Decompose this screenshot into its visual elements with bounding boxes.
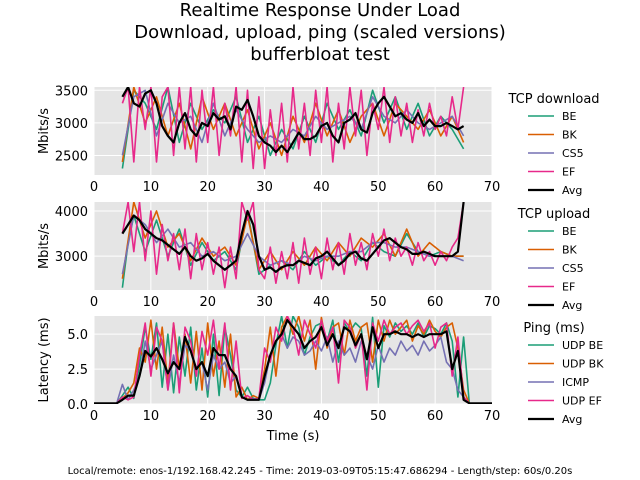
chart-title-line-2: Download, upload, ping (scaled versions) [134,22,506,43]
x-tick-label: 30 [256,409,273,424]
y-tick-label: 3000 [55,250,88,265]
y-tick-label: 2.5 [67,363,88,378]
legend-label: ICMP [562,376,589,389]
legend-label: CS5 [562,262,584,275]
series-group-0 [121,87,465,170]
legend-label: CS5 [562,147,584,160]
y-axis-label: Mbits/s [37,108,52,154]
legend-title: TCP download [507,92,599,107]
x-tick-label: 70 [484,295,501,310]
legend-title: Ping (ms) [523,321,584,336]
legend-label: UDP BK [562,358,604,371]
x-tick-label: 0 [90,409,98,424]
x-tick-label: 0 [90,295,98,310]
legend-label: Avg [562,184,582,197]
x-tick-label: 0 [90,180,98,195]
legend-title: TCP upload [517,207,591,222]
legend-label: BE [562,110,577,123]
x-tick-label: 70 [484,180,501,195]
y-axis-label: Latency (ms) [37,317,52,402]
y-tick-label: 0.0 [67,398,88,413]
series-line-bk [121,87,465,163]
legend-label: UDP BE [562,339,603,352]
y-tick-label: 3500 [55,84,88,99]
legend-label: BK [562,129,578,142]
legend-label: Avg [562,299,582,312]
legend-label: BK [562,244,578,257]
series-group-2 [94,316,492,404]
y-tick-label: 5.0 [67,328,88,343]
x-tick-label: 60 [427,409,444,424]
x-tick-label: 40 [313,409,330,424]
plot-area-0 [94,87,492,175]
x-axis-label: Time (s) [266,429,320,444]
x-tick-label: 10 [143,409,160,424]
series-line-bk [121,202,464,279]
x-tick-label: 10 [143,180,160,195]
x-tick-label: 20 [199,409,216,424]
chart-title-line-3: bufferbloat test [250,44,390,65]
x-tick-label: 50 [370,409,387,424]
x-tick-label: 30 [256,295,273,310]
series-line-avg [121,87,465,154]
x-tick-label: 10 [143,295,160,310]
legend-label: EF [562,281,575,294]
series-line-be [121,87,465,169]
x-tick-label: 20 [199,295,216,310]
x-tick-label: 60 [427,180,444,195]
series-line-ef [121,202,465,289]
legend-label: BE [562,225,577,238]
series-line-avg [94,319,492,404]
panel-2: 0 10 20 30 40 50 60 70 0.0 2.5 5.0 Latency (ms) Time… [37,316,604,444]
x-tick-label: 60 [427,295,444,310]
series-group-1 [121,202,465,289]
x-tick-label: 70 [484,409,501,424]
x-tick-label: 20 [199,180,216,195]
series-line-udp-be [94,316,492,404]
x-tick-label: 50 [370,180,387,195]
x-tick-label: 50 [370,295,387,310]
footer-info: Local/remote: enos-1/192.168.42.245 - Ti… [67,466,573,477]
legend-label: EF [562,166,575,179]
x-tick-label: 40 [313,295,330,310]
legend-label: Avg [562,413,582,426]
x-tick-label: 30 [256,180,273,195]
chart-title-line-1: Realtime Response Under Load [179,0,461,21]
y-tick-label: 4000 [55,205,88,220]
x-tick-label: 40 [313,180,330,195]
series-line-avg [121,202,465,273]
series-line-ef [121,87,465,170]
y-axis-label: Mbits/s [37,223,52,269]
y-tick-label: 2500 [55,149,88,164]
y-tick-label: 3000 [55,117,88,132]
legend-label: UDP EF [562,395,602,408]
